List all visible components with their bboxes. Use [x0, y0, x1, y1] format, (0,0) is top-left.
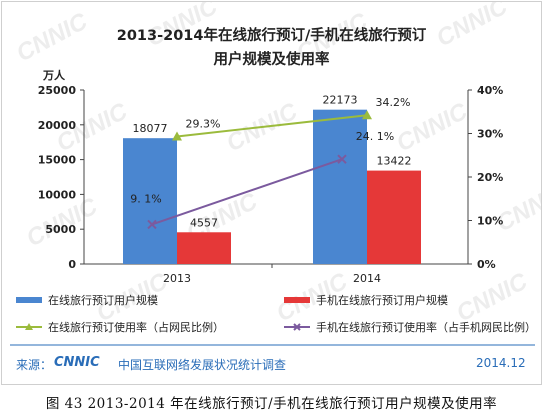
line-series-online-rate	[176, 114, 368, 138]
legend-label: 在线旅行预订使用率（占网民比例）	[48, 320, 224, 334]
bar-value-label: 4557	[190, 216, 218, 229]
legend-swatch-bar	[284, 297, 310, 303]
y-left-tick-label: 20000	[38, 119, 77, 132]
y-left-tick-label: 25000	[38, 84, 77, 97]
legend-marker-x	[293, 323, 301, 331]
legend-marker-triangle	[25, 323, 33, 330]
y-left-tick-label: 10000	[38, 188, 77, 201]
line-value-label: 29.3%	[186, 118, 221, 131]
source-org: 中国互联网络发展状况统计调查	[118, 358, 287, 372]
y-left-tick-label: 15000	[38, 154, 77, 167]
axes-layer: 万人 0 5000 10000 15000 20000 25000 0% 10% 20% 30% 40…	[38, 68, 504, 285]
y-unit-label: 万人	[42, 68, 66, 82]
line-series-mobile-rate	[151, 158, 343, 226]
line-marker-mobile-rate	[337, 154, 347, 164]
line-marker-online-rate	[172, 131, 182, 141]
y-left-tick-label: 5000	[45, 223, 76, 236]
chart-panel: CNNIC CNNIC CNNIC CNNIC CNNIC CNNIC CNNIC CNNIC…	[1, 1, 542, 385]
source-date: 2014.12	[476, 356, 526, 370]
bar-mobile-2013	[177, 232, 231, 264]
watermark-text: CNNIC	[492, 177, 542, 237]
legend-label: 手机在线旅行预订使用率（占手机网民比例）	[316, 320, 536, 334]
data-labels-layer: 18077 22173 4557 13422 29.3% 34.2% 9. 1% 24. 1%	[130, 94, 411, 230]
watermark-text: CNNIC	[452, 267, 532, 327]
y-right-tick-label: 40%	[477, 84, 503, 97]
bars-layer	[123, 109, 421, 264]
y-left-tick-label: 0	[68, 258, 76, 271]
source-label: 来源：	[16, 358, 53, 372]
chart-title-line1: 2013-2014年在线旅行预订/手机在线旅行预订	[116, 28, 427, 44]
lines-layer	[147, 110, 372, 230]
bar-value-label: 13422	[377, 155, 412, 168]
bar-online-2013	[123, 138, 177, 264]
legend-label: 手机在线旅行预订用户规模	[316, 293, 448, 307]
line-value-label: 9. 1%	[130, 192, 161, 205]
chart-title-line2: 用户规模及使用率	[213, 52, 330, 68]
line-marker-mobile-rate	[147, 219, 157, 230]
bar-mobile-2014	[367, 170, 421, 264]
bar-online-2014	[313, 109, 367, 264]
bar-value-label: 18077	[133, 122, 168, 135]
legend-label: 在线旅行预订用户规模	[48, 293, 158, 307]
y-right-tick-label: 30%	[477, 128, 503, 141]
line-value-label: 34.2%	[376, 96, 411, 109]
y-right-tick-label: 0%	[477, 258, 496, 271]
source-logo: CNNIC	[54, 355, 100, 370]
bar-value-label: 22173	[323, 94, 358, 107]
figure-caption: 图 43 2013-2014 年在线旅行预订/手机在线旅行预订用户规模及使用率	[45, 396, 498, 412]
legend-swatch-bar	[16, 297, 42, 303]
line-marker-online-rate	[362, 110, 372, 120]
y-right-tick-label: 10%	[477, 215, 503, 228]
y-right-tick-label: 20%	[477, 171, 503, 184]
x-tick-label: 2014	[353, 272, 381, 285]
x-tick-label: 2013	[163, 272, 191, 285]
line-value-label: 24. 1%	[356, 130, 394, 143]
